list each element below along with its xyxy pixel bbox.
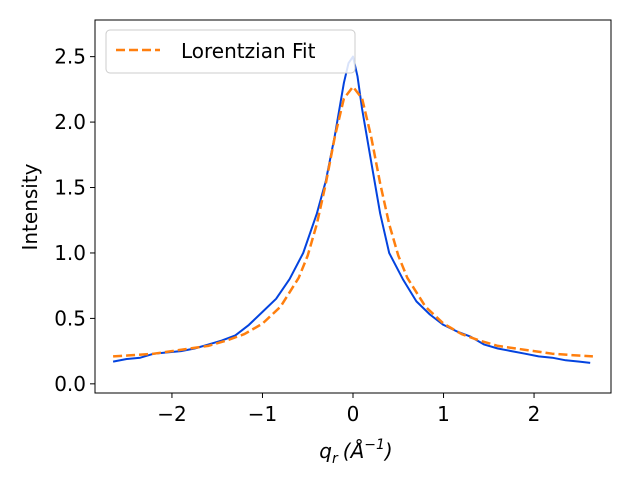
x-tick-label: 2 xyxy=(528,402,541,426)
legend-label-lorentzian-fit: Lorentzian Fit xyxy=(181,39,316,63)
x-axis-label-unit: (Å xyxy=(343,439,364,463)
y-tick-label: 2.5 xyxy=(54,45,86,69)
x-tick-label: 0 xyxy=(347,402,360,426)
x-axis-label-close: ) xyxy=(383,439,393,463)
x-tick-label: 1 xyxy=(437,402,450,426)
x-axis-label: qr (Å−1) xyxy=(319,437,392,467)
y-tick-label: 2.0 xyxy=(54,110,86,134)
plot-area xyxy=(95,20,611,393)
x-axis: −2 −1 0 1 2 xyxy=(157,393,540,426)
legend: Lorentzian Fit xyxy=(105,29,356,74)
y-tick-label: 1.0 xyxy=(54,241,86,265)
x-axis-label-symbol: q xyxy=(319,439,332,463)
x-axis-label-exponent: −1 xyxy=(364,437,385,453)
x-tick-label: −1 xyxy=(248,402,277,426)
y-axis: 0.0 0.5 1.0 1.5 2.0 2.5 xyxy=(54,45,95,396)
y-tick-label: 1.5 xyxy=(54,176,86,200)
y-axis-label: Intensity xyxy=(18,163,42,250)
x-tick-label: −2 xyxy=(157,402,186,426)
y-tick-label: 0.5 xyxy=(54,306,86,330)
y-tick-label: 0.0 xyxy=(54,372,86,396)
legend-box xyxy=(105,29,356,74)
x-axis-label-subscript: r xyxy=(332,451,339,467)
